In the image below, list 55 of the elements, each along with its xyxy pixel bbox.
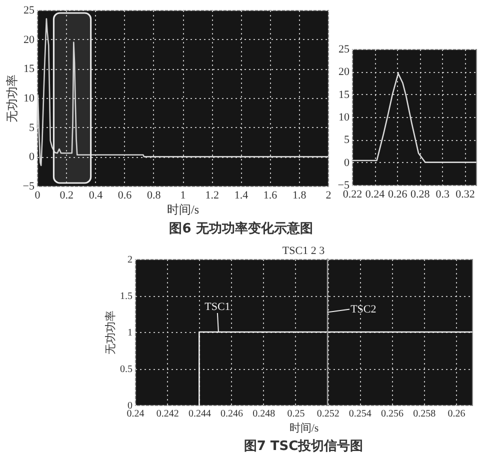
y-tick-label: 10 bbox=[24, 92, 35, 104]
x-tick-label: 0.242 bbox=[156, 408, 179, 420]
x-tick-label: 0.244 bbox=[188, 408, 211, 420]
y-tick-label: 25 bbox=[24, 4, 35, 16]
y-axis-title: 无功功率 bbox=[4, 74, 19, 122]
y-tick-label: 5 bbox=[344, 134, 350, 146]
y-tick-label: 1.5 bbox=[120, 291, 132, 302]
x-tick-label: 0.26 bbox=[388, 188, 408, 200]
x-tick-label: 0.25 bbox=[287, 408, 305, 420]
x-tick-label: 0.24 bbox=[126, 408, 144, 420]
x-axis-title: 时间/s bbox=[289, 422, 319, 434]
y-tick-label: 25 bbox=[338, 44, 350, 56]
x-tick-label: 0.254 bbox=[348, 408, 372, 420]
x-tick-label: 1.2 bbox=[205, 190, 219, 202]
y-tick-label: 20 bbox=[338, 66, 350, 78]
y-tick-label: 0 bbox=[344, 156, 350, 169]
annotation: TSC1 bbox=[204, 301, 230, 313]
x-tick-label: 0.258 bbox=[413, 408, 436, 420]
y-tick-label: 2 bbox=[128, 254, 132, 266]
chart-title: TSC1 2 3 bbox=[282, 245, 326, 257]
y-tick-label: −5 bbox=[22, 180, 35, 192]
x-tick-label: 0.26 bbox=[448, 408, 466, 420]
y-tick-label: 1 bbox=[128, 328, 132, 338]
x-tick-label: 0.6 bbox=[118, 190, 132, 202]
caption: 图6 无功功率变化示意图 bbox=[169, 220, 313, 236]
y-axis-title: 无功功率 bbox=[104, 310, 117, 354]
y-tick-label: 20 bbox=[24, 34, 35, 46]
x-tick-label: 0.32 bbox=[456, 188, 475, 200]
x-tick-label: 0.28 bbox=[410, 188, 430, 200]
y-tick-label: 0.5 bbox=[120, 364, 132, 375]
x-tick-label: 1 bbox=[180, 190, 186, 202]
y-tick-label: −5 bbox=[338, 180, 350, 192]
x-tick-label: 1.4 bbox=[234, 190, 249, 202]
x-tick-label: 1.8 bbox=[292, 190, 307, 202]
caption: 图7 TSC投切信号图 bbox=[244, 439, 364, 454]
y-tick-label: 15 bbox=[24, 63, 35, 76]
x-tick-label: 2 bbox=[326, 190, 332, 202]
y-tick-label: 0 bbox=[29, 151, 35, 164]
x-tick-label: 0.246 bbox=[220, 408, 244, 420]
annotation: TSC2 bbox=[350, 303, 376, 316]
x-tick-label: 0.3 bbox=[436, 188, 450, 200]
x-tick-label: 1.6 bbox=[263, 190, 278, 202]
x-tick-label: 0.24 bbox=[365, 188, 386, 200]
y-tick-label: 5 bbox=[29, 122, 35, 134]
x-tick-label: 0.22 bbox=[342, 188, 362, 200]
x-tick-label: 0.4 bbox=[88, 190, 104, 202]
x-tick-label: 0.252 bbox=[316, 408, 340, 420]
y-tick-label: 15 bbox=[338, 88, 350, 101]
x-tick-label: 0.8 bbox=[147, 190, 162, 202]
x-tick-label: 0.248 bbox=[252, 408, 276, 420]
y-tick-label: 10 bbox=[338, 112, 350, 124]
y-tick-label: 0 bbox=[128, 400, 132, 412]
x-axis-title: 时间/s bbox=[166, 202, 200, 216]
x-tick-label: 0.2 bbox=[60, 190, 74, 202]
x-tick-label: 0.256 bbox=[381, 408, 404, 420]
